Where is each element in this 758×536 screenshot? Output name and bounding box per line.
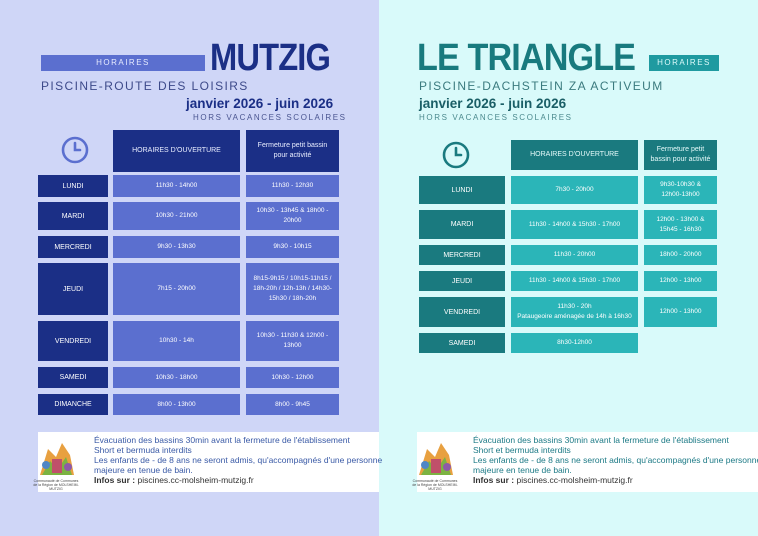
clock-icon [61, 136, 89, 164]
info-link[interactable]: piscines.cc-molsheim-mutzig.fr [516, 475, 633, 485]
evacuation-note: Évacuation des bassins 30min avant la fe… [94, 435, 350, 445]
pool-title: LE TRIANGLE [417, 37, 636, 79]
period: janvier 2026 - juin 2026 [419, 96, 567, 111]
day-label: LUNDI [419, 176, 505, 204]
column-header-closure: Fermeture petit bassin pour activité [644, 140, 717, 170]
clock-icon [442, 141, 470, 169]
logo-caption: Communauté de Communes de la Région de M… [412, 479, 458, 491]
info-line: Infos sur : piscines.cc-molsheim-mutzig.… [94, 475, 384, 486]
paddling-pool-note: Pataugeoire aménagée de 14h à 16h30 [517, 313, 632, 320]
day-label: VENDREDI [38, 321, 108, 361]
day-label: VENDREDI [419, 297, 505, 327]
opening-hours: 7h15 - 20h00 [113, 263, 240, 315]
day-label: MARDI [419, 210, 505, 239]
opening-hours: 11h30 - 14h00 & 15h30 - 17h00 [511, 210, 638, 239]
closure-hours: 10h30 - 11h30 & 12h00 - 13h00 [246, 321, 339, 361]
closure-hours: 10h30 - 13h45 & 18h00 - 20h00 [246, 202, 339, 230]
opening-hours: 11h30 - 20h00 [511, 245, 638, 265]
footer-rules: Évacuation des bassins 30min avant la fe… [473, 435, 758, 486]
column-header-closure: Fermeture petit bassin pour activité [246, 130, 339, 172]
dress-code-note: Short et bermuda interdits [94, 445, 192, 455]
opening-hours: 9h30 - 13h30 [113, 236, 240, 258]
day-label: JEUDI [38, 263, 108, 315]
footer-mutzig: Communauté de Communes de la Région de M… [33, 432, 382, 492]
opening-hours: 10h30 - 14h [113, 321, 240, 361]
community-logo-icon [40, 443, 74, 475]
horaires-badge: HORAIRES [649, 55, 719, 71]
closure-hours: 8h00 - 9h45 [246, 394, 339, 415]
pool-subtitle: PISCINE-ROUTE DES LOISIRS [41, 79, 249, 93]
info-line: Infos sur : piscines.cc-molsheim-mutzig.… [473, 475, 758, 486]
day-label: MARDI [38, 202, 108, 230]
closure-hours: 9h30 - 10h15 [246, 236, 339, 258]
opening-hours: 8h30-12h00 [511, 333, 638, 353]
info-link[interactable]: piscines.cc-molsheim-mutzig.fr [137, 475, 254, 485]
column-header-hours: HORAIRES D'OUVERTURE [511, 140, 638, 170]
evacuation-note: Évacuation des bassins 30min avant la fe… [473, 435, 729, 445]
closure-hours: 9h30-10h30 & 12h00-13h00 [644, 176, 717, 204]
closure-hours: 12h00 - 13h00 [644, 297, 717, 327]
pool-subtitle: PISCINE-DACHSTEIN ZA ACTIVEUM [419, 79, 664, 93]
pool-title: MUTZIG [210, 37, 331, 79]
closure-hours: 8h15-9h15 / 10h15-11h15 / 18h-20h / 12h-… [246, 263, 339, 315]
opening-hours: 11h30 - 14h00 [113, 175, 240, 197]
day-label: JEUDI [419, 271, 505, 291]
opening-hours: 10h30 - 21h00 [113, 202, 240, 230]
opening-hours: 8h00 - 13h00 [113, 394, 240, 415]
children-note: Les enfants de - de 8 ans ne seront admi… [473, 455, 758, 475]
footer-le-triangle: Communauté de Communes de la Région de M… [412, 432, 758, 492]
closure-hours: 10h30 - 12h00 [246, 367, 339, 388]
logo-caption: Communauté de Communes de la Région de M… [33, 479, 79, 491]
day-label: SAMEDI [419, 333, 505, 353]
closure-hours: 12h00 - 13h00 & 15h45 - 16h30 [644, 210, 717, 239]
closure-hours: 12h00 - 13h00 [644, 271, 717, 291]
day-label: MERCREDI [419, 245, 505, 265]
info-label: Infos sur : [94, 475, 136, 485]
closure-hours: 11h30 - 12h30 [246, 175, 339, 197]
opening-hours: 10h30 - 18h00 [113, 367, 240, 388]
footer-rules: Évacuation des bassins 30min avant la fe… [94, 435, 384, 486]
school-holiday-note: HORS VACANCES SCOLAIRES [193, 113, 347, 122]
opening-hours-main: 11h30 - 20h [557, 303, 592, 310]
day-label: SAMEDI [38, 367, 108, 388]
opening-hours: 11h30 - 14h00 & 15h30 - 17h00 [511, 271, 638, 291]
period: janvier 2026 - juin 2026 [186, 96, 334, 111]
day-label: LUNDI [38, 175, 108, 197]
school-holiday-note: HORS VACANCES SCOLAIRES [419, 113, 573, 122]
community-logo-icon [419, 443, 453, 475]
day-label: DIMANCHE [38, 394, 108, 415]
children-note: Les enfants de - de 8 ans ne seront admi… [94, 455, 383, 475]
closure-hours: 18h00 - 20h00 [644, 245, 717, 265]
day-label: MERCREDI [38, 236, 108, 258]
opening-hours: 11h30 - 20h Pataugeoire aménagée de 14h … [511, 297, 638, 327]
column-header-hours: HORAIRES D'OUVERTURE [113, 130, 240, 172]
opening-hours: 7h30 - 20h00 [511, 176, 638, 204]
info-label: Infos sur : [473, 475, 515, 485]
horaires-badge: HORAIRES [41, 55, 205, 71]
dress-code-note: Short et bermuda interdits [473, 445, 571, 455]
